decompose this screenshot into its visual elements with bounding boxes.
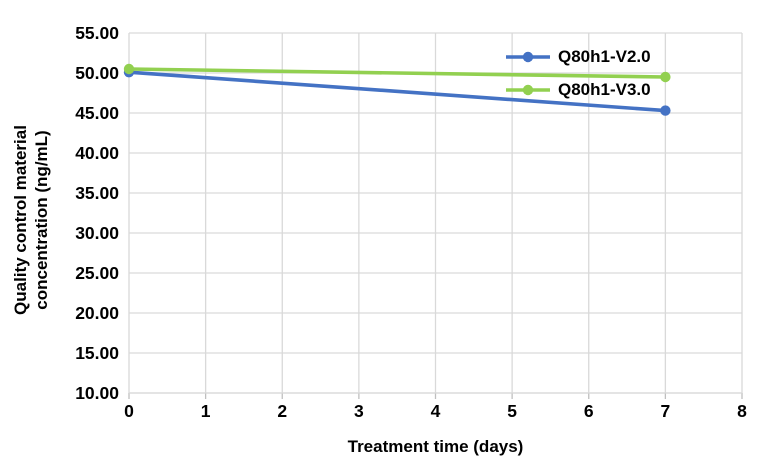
x-tick-label: 3 bbox=[354, 401, 364, 421]
x-tick-label: 6 bbox=[584, 401, 594, 421]
x-tick-label: 0 bbox=[124, 401, 134, 421]
y-axis-title-line2: concentration (ng/mL) bbox=[32, 130, 52, 310]
data-point-1 bbox=[123, 63, 135, 75]
x-axis-title: Treatment time (days) bbox=[347, 437, 524, 456]
x-tick-label: 1 bbox=[201, 401, 211, 421]
y-tick-label: 20.00 bbox=[75, 303, 119, 323]
y-axis-title-line1: Quality control material bbox=[11, 125, 30, 315]
legend-item-0: Q80h1-V2.0 bbox=[504, 44, 651, 70]
legend-marker-icon bbox=[506, 51, 550, 63]
x-tick-label: 7 bbox=[661, 401, 671, 421]
legend-label: Q80h1-V2.0 bbox=[558, 47, 651, 66]
y-tick-label: 40.00 bbox=[75, 143, 119, 163]
x-tick-label: 4 bbox=[431, 401, 441, 421]
series-line-0 bbox=[127, 70, 668, 113]
series-line-1 bbox=[127, 67, 668, 79]
y-tick-label: 55.00 bbox=[75, 23, 119, 43]
y-tick-label: 30.00 bbox=[75, 223, 119, 243]
y-axis-title: Quality control material concentration (… bbox=[10, 55, 56, 385]
x-tick-label: 2 bbox=[277, 401, 287, 421]
y-tick-label: 25.00 bbox=[75, 263, 119, 283]
y-tick-label: 10.00 bbox=[75, 383, 119, 403]
data-point-0 bbox=[660, 105, 671, 116]
legend-marker-icon bbox=[506, 84, 550, 96]
y-tick-label: 35.00 bbox=[75, 183, 119, 203]
y-tick-label: 45.00 bbox=[75, 103, 119, 123]
legend-item-1: Q80h1-V3.0 bbox=[504, 77, 651, 103]
x-tick-label: 5 bbox=[507, 401, 517, 421]
legend: Q80h1-V2.0 Q80h1-V3.0 bbox=[504, 44, 651, 103]
data-point-1 bbox=[660, 71, 671, 83]
x-tick-label: 8 bbox=[737, 401, 747, 421]
legend-label: Q80h1-V3.0 bbox=[558, 80, 651, 99]
y-tick-label: 50.00 bbox=[75, 63, 119, 83]
y-tick-label: 15.00 bbox=[75, 343, 119, 363]
